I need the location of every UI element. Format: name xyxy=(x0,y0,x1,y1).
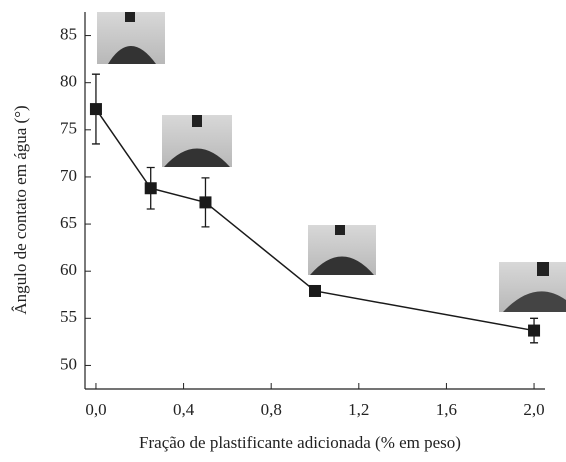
y-tick-label: 50 xyxy=(60,354,77,373)
x-tick-label: 0,4 xyxy=(173,400,195,419)
y-tick-label: 85 xyxy=(60,24,77,43)
droplet-photo xyxy=(162,115,232,167)
marker xyxy=(199,196,212,209)
marker xyxy=(309,284,321,297)
x-tick-label: 0,8 xyxy=(261,400,282,419)
y-axis-label: Ângulo de contato em água (°) xyxy=(11,105,30,314)
y-tick-label: 60 xyxy=(60,260,77,279)
x-axis-label: Fração de plastificante adicionada (% em… xyxy=(139,433,461,452)
droplet-photo xyxy=(97,12,165,64)
x-tick-label: 1,2 xyxy=(348,400,369,419)
y-tick-label: 75 xyxy=(60,119,77,138)
x-tick-label: 2,0 xyxy=(523,400,544,419)
marker xyxy=(144,182,157,195)
y-tick-label: 55 xyxy=(60,307,77,326)
droplet-photo xyxy=(308,225,376,275)
droplet-photo xyxy=(499,262,566,312)
marker xyxy=(528,324,541,337)
droplet-photos xyxy=(97,12,566,312)
marker xyxy=(89,103,102,116)
y-tick-label: 65 xyxy=(60,213,77,232)
x-tick-label: 1,6 xyxy=(436,400,457,419)
y-tick-label: 80 xyxy=(60,72,77,91)
x-tick-label: 0,0 xyxy=(85,400,106,419)
y-tick-label: 70 xyxy=(60,166,77,185)
line xyxy=(95,108,535,332)
